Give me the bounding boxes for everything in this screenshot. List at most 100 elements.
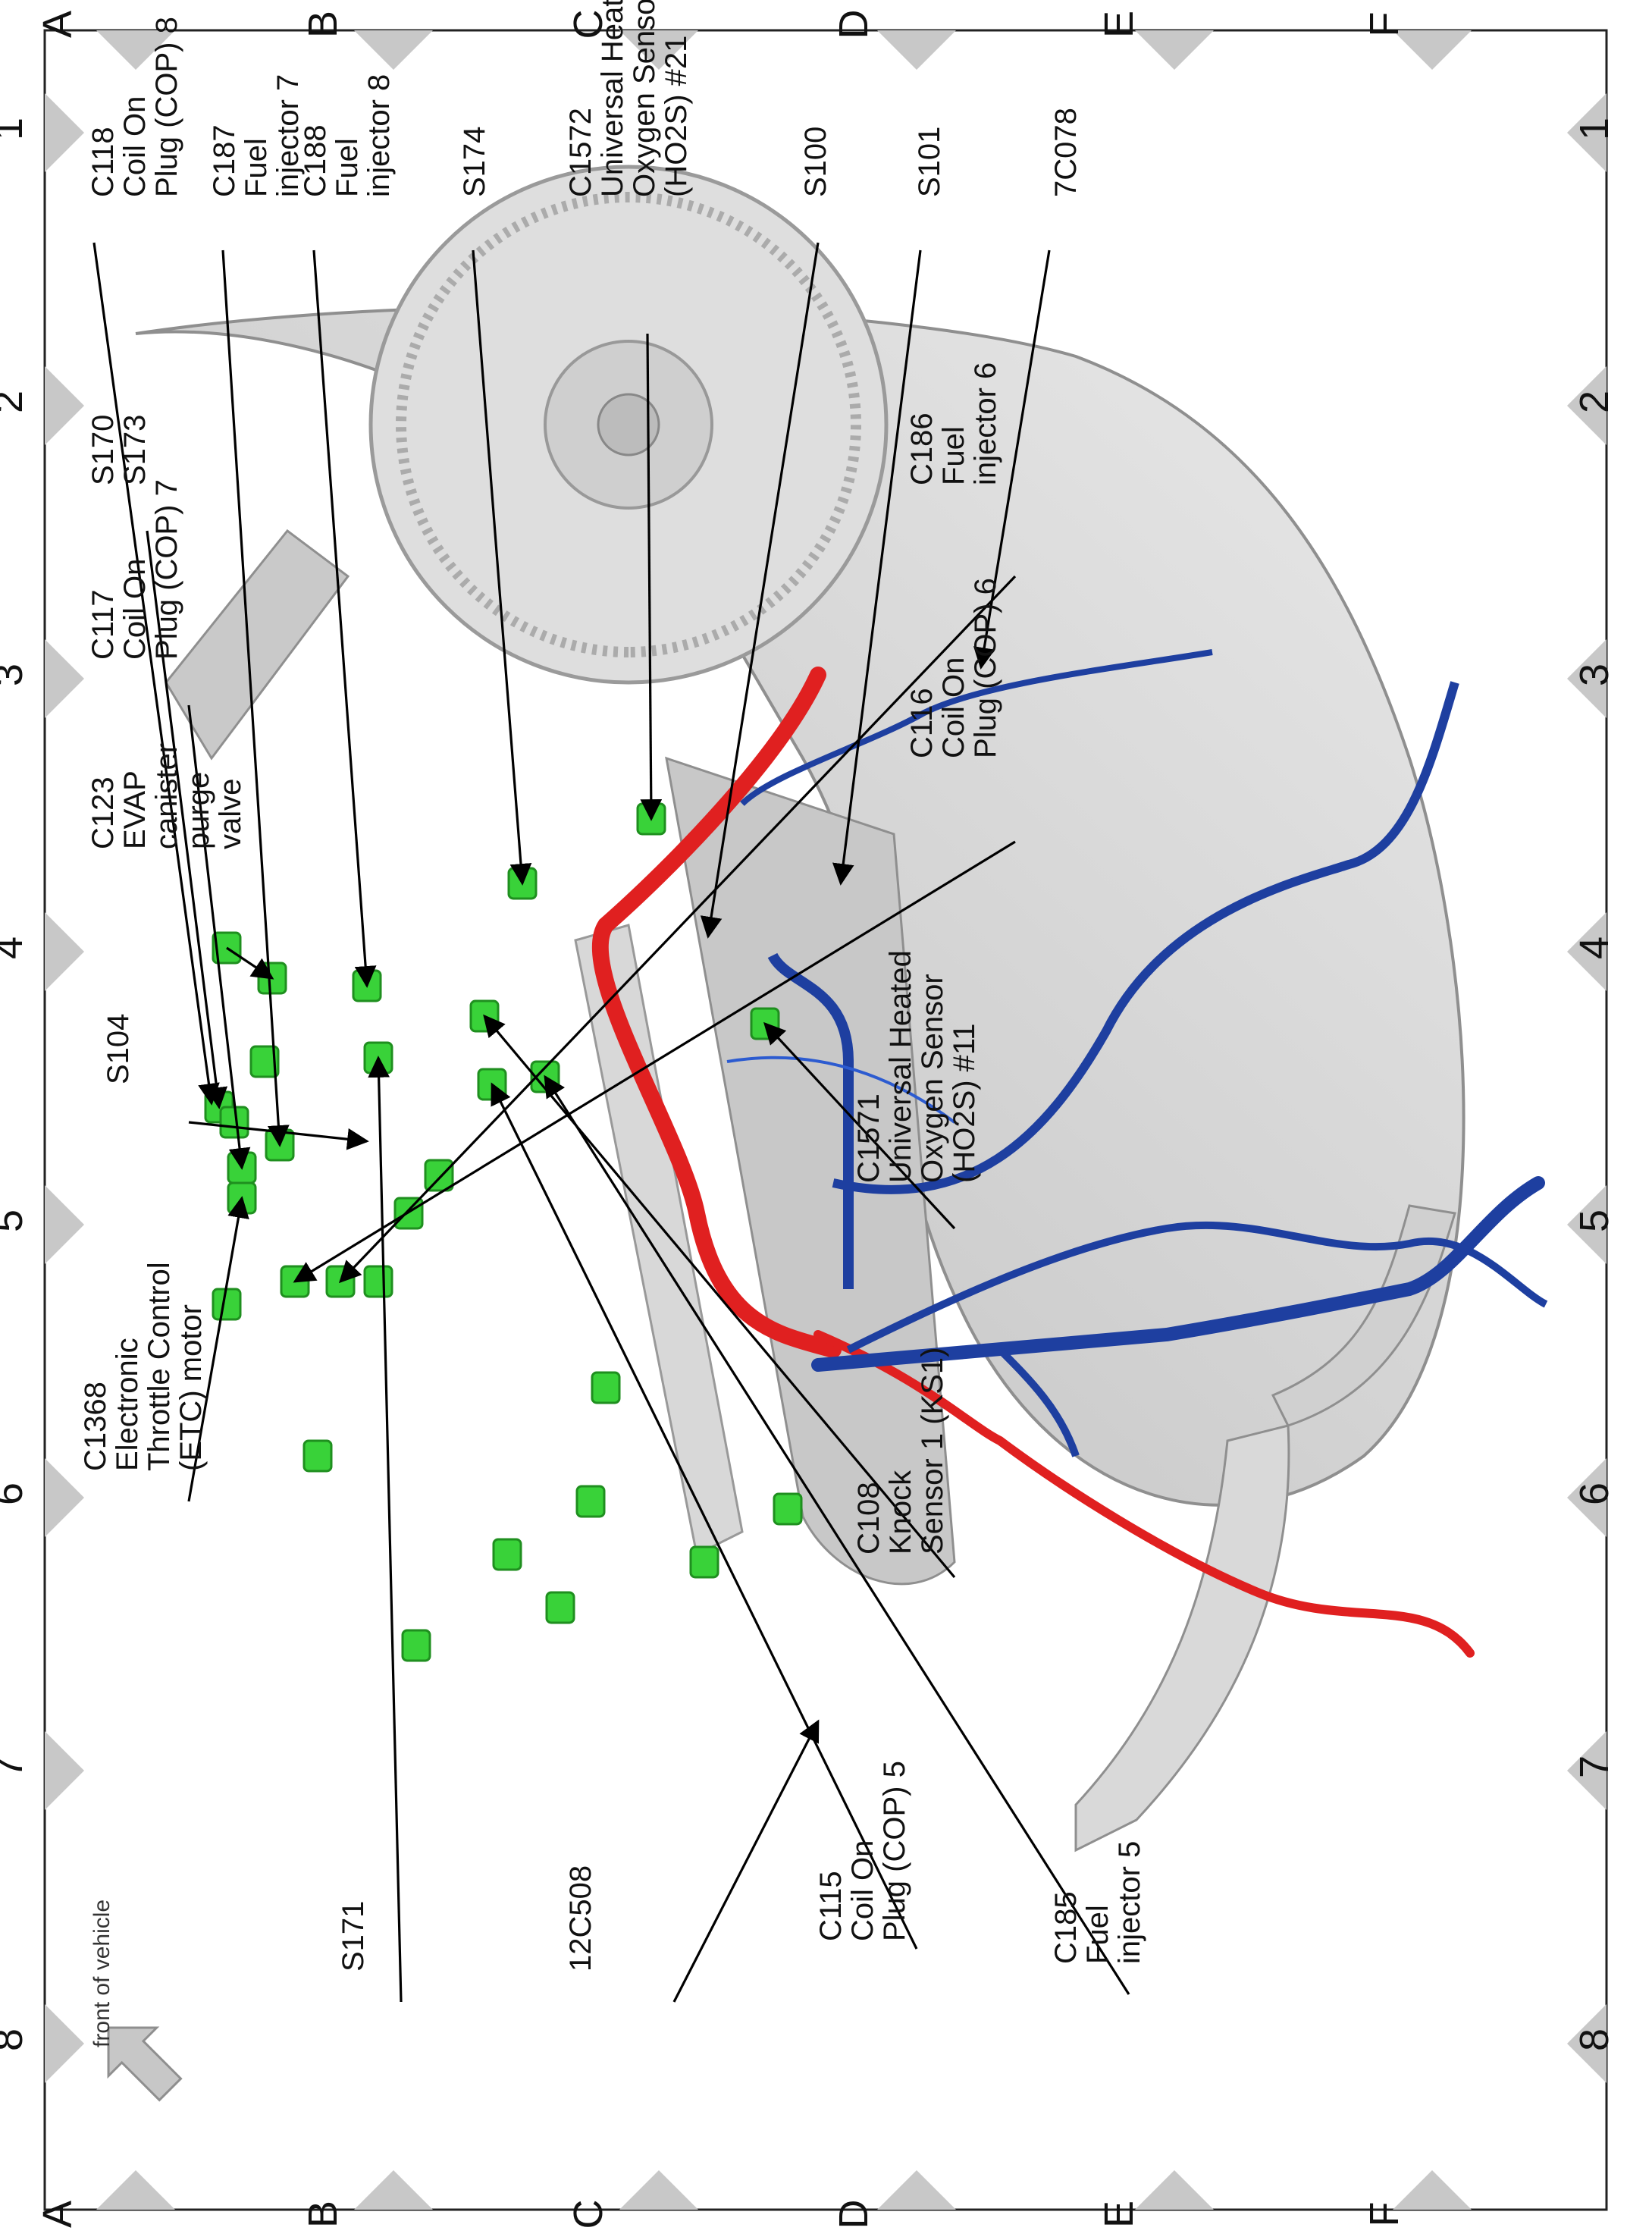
leader-c185 (544, 1075, 1130, 1995)
callout-c188-text: C188Fuelinjector 8 (299, 74, 396, 197)
connector-glyph (773, 1492, 803, 1526)
leader-12c508 (672, 1719, 820, 2003)
red-harness-branch (813, 1330, 1475, 1658)
callout-line: Plug (COP) 7 (150, 479, 183, 660)
callout-c1572-text: C1572Universal HeatedOxygen Sensor(HO2S)… (564, 0, 693, 197)
callout-line: (ETC) motor (174, 1304, 208, 1471)
callout-line: C117 (86, 589, 120, 660)
col-label-top: 6 (1572, 1482, 1617, 1505)
col-label-top: 7 (1572, 1755, 1617, 1778)
leader-s101 (832, 249, 922, 886)
callout-line: C118 (86, 127, 120, 197)
callout-line: Plug (COP) 5 (878, 1761, 911, 1941)
connector-glyph (591, 1371, 621, 1404)
callout-c1572: C1572Universal HeatedOxygen Sensor(HO2S)… (564, 0, 693, 197)
row-label-left: A (35, 11, 80, 38)
callout-s171-text: S171 (337, 1901, 370, 1972)
callout-line: 7C078 (1049, 108, 1083, 197)
connector-glyph (575, 1485, 606, 1518)
callout-12c508-text: 12C508 (564, 1865, 597, 1972)
row-label-right: F (1362, 2202, 1407, 2227)
callout-line: Fuel (1081, 1905, 1114, 1964)
border-triangle (1567, 2004, 1607, 2083)
callout-c117: C117Coil OnPlug (COP) 7 (86, 479, 183, 660)
wiring-harness (592, 649, 1548, 1658)
callout-c118: C118Coil OnPlug (COP) 8 (86, 17, 183, 197)
col-label-bottom: 1 (0, 118, 31, 140)
border-triangle (1393, 30, 1472, 70)
leader-c1571 (763, 1021, 956, 1230)
leader-c117 (187, 704, 251, 1170)
col-label-bottom: 7 (0, 1755, 31, 1778)
border-triangle (96, 30, 175, 70)
connector-glyph (492, 1538, 522, 1571)
callout-7c078: 7C078 (1049, 108, 1083, 197)
callout-line: C123 (86, 776, 120, 849)
col-label-top: 3 (1572, 664, 1617, 686)
connector-glyph (401, 1629, 431, 1662)
callout-line: Coil On (937, 657, 970, 758)
border-triangle (1135, 2170, 1214, 2210)
border-triangle (354, 30, 433, 70)
callout-c115-text: C115Coil OnPlug (COP) 5 (814, 1761, 911, 1941)
row-label-left: C (566, 10, 611, 39)
leader-c118 (92, 242, 220, 1106)
border-triangle (1567, 639, 1607, 718)
callout-s100: S100 (799, 127, 832, 197)
row-label-right: C (566, 2200, 611, 2229)
col-label-bottom: 4 (0, 936, 31, 959)
callout-line: S101 (913, 127, 946, 197)
col-label-bottom: 6 (0, 1482, 31, 1505)
border-triangle (45, 93, 84, 172)
border-triangle (619, 30, 698, 70)
callout-c117-text: C117Coil OnPlug (COP) 7 (86, 479, 183, 660)
leader-c1572 (640, 333, 663, 821)
row-label-right: B (300, 2201, 346, 2228)
row-label-left: E (1096, 11, 1142, 38)
callout-c108: C108KnockSensor 1 (KS1) (852, 1347, 949, 1555)
callout-s170-s173-text: S170S173 (86, 415, 152, 485)
callout-c108-text: C108KnockSensor 1 (KS1) (852, 1347, 949, 1555)
border-triangle (1567, 93, 1607, 172)
callout-line: 12C508 (564, 1865, 597, 1972)
callout-line: Electronic (111, 1338, 144, 1471)
border-triangle (1135, 30, 1214, 70)
callout-line: Plug (COP) 8 (150, 17, 183, 197)
callout-labels: C118Coil OnPlug (COP) 8 C187Fuelinjector … (79, 0, 1146, 1972)
callout-line: injector 7 (271, 74, 305, 197)
callout-12c508: 12C508 (564, 1865, 597, 1972)
callout-c1571-text: C1571Universal HeatedOxygen Sensor(HO2S)… (852, 950, 981, 1183)
front-of-vehicle-label: front of vehicle (89, 1900, 114, 2047)
callout-s100-text: S100 (799, 127, 832, 197)
callout-c185-text: C185Fuelinjector 5 (1049, 1841, 1146, 1964)
connector-glyph (545, 1591, 575, 1624)
callout-line: injector 6 (969, 362, 1002, 485)
col-label-top: 8 (1572, 2028, 1617, 2051)
callout-c1368: C1368ElectronicThrottle Control(ETC) mot… (79, 1262, 208, 1471)
callout-line: Fuel (240, 138, 273, 197)
connector-glyph (303, 1439, 333, 1473)
leader-s104 (188, 1121, 369, 1150)
callout-line: Knock (884, 1470, 917, 1555)
leader-c186 (339, 575, 1017, 1284)
callout-c1368-text: C1368ElectronicThrottle Control(ETC) mot… (79, 1262, 208, 1471)
callout-line: injector 5 (1113, 1841, 1146, 1964)
intake-tube (1074, 1424, 1290, 1853)
callout-line: C1368 (79, 1382, 112, 1471)
callout-line: C1572 (564, 108, 597, 197)
callout-line: Coil On (118, 96, 152, 197)
callout-line: Coil On (118, 559, 152, 660)
callout-s104: S104 (102, 1014, 135, 1084)
callout-c187: C187Fuelinjector 7 (208, 74, 305, 197)
red-harness-7c078 (592, 667, 842, 1358)
front-of-vehicle-legend: front of vehicle (89, 1900, 183, 2102)
leader-7c078 (973, 249, 1051, 670)
callout-line: C115 (814, 1871, 848, 1941)
callout-7c078-text: 7C078 (1049, 108, 1083, 197)
border-triangle (45, 1731, 84, 1810)
border-triangle (45, 1185, 84, 1264)
callout-c1571: C1571Universal HeatedOxygen Sensor(HO2S)… (852, 950, 981, 1183)
